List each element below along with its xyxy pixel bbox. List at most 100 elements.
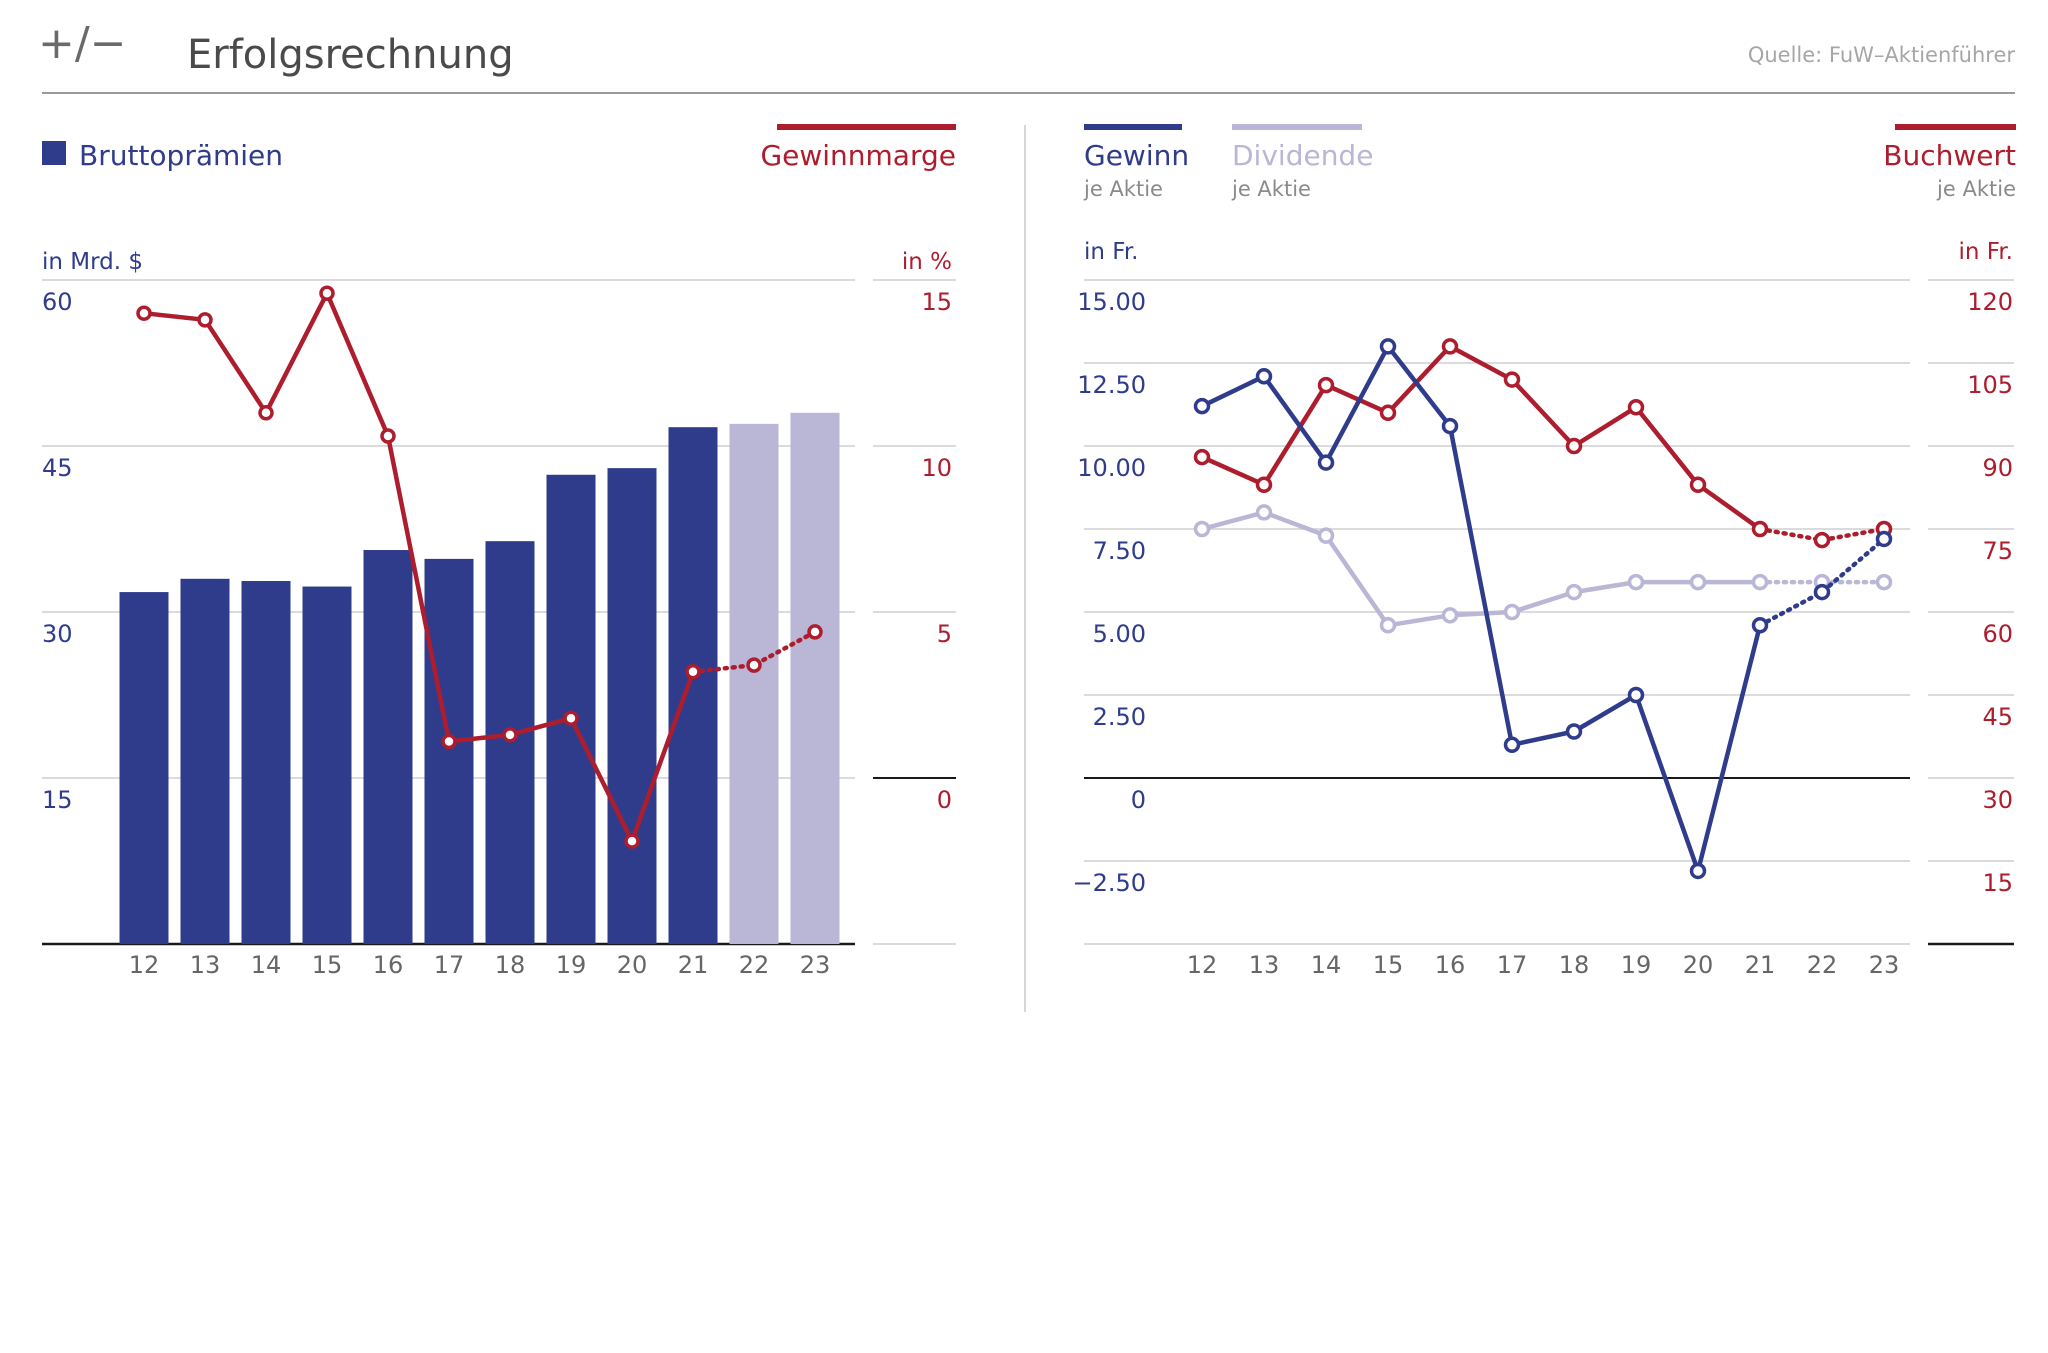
bar — [424, 558, 474, 944]
series-point — [1255, 504, 1273, 521]
series-point — [1193, 520, 1211, 538]
legend-gewinn-label: Gewinn — [1084, 139, 1189, 172]
margin-point — [624, 833, 640, 849]
left-axis-tick: 7.50 — [1093, 537, 1146, 565]
margin-point — [502, 727, 518, 743]
series-point — [1317, 454, 1335, 471]
x-tick-label: 23 — [1869, 951, 1900, 979]
legend-line-swatch — [777, 124, 956, 130]
x-tick-label: 12 — [1187, 951, 1218, 979]
bar — [668, 427, 718, 945]
series-point — [1689, 862, 1707, 880]
series-point — [1627, 573, 1645, 591]
bar-series — [119, 412, 840, 945]
margin-point — [136, 305, 152, 321]
series-point — [1627, 686, 1645, 704]
series-point — [1193, 397, 1211, 415]
legend-gewinn-swatch — [1084, 124, 1182, 130]
series-line — [1201, 344, 1763, 874]
x-tick-label: 16 — [373, 951, 404, 979]
margin-point — [258, 405, 274, 421]
left-axis-tick: 10.00 — [1077, 454, 1146, 482]
series-point — [1441, 417, 1459, 435]
series-point — [1193, 448, 1211, 466]
series-point — [1751, 573, 1769, 591]
right-axis-tick: 5 — [937, 620, 952, 648]
x-tick-label: 19 — [1621, 951, 1652, 979]
x-tick-label: 14 — [251, 951, 282, 979]
left-axis-tick: 12.50 — [1077, 371, 1146, 399]
left-axis-tick: 30 — [42, 620, 73, 648]
left-axis-tick: 2.50 — [1093, 703, 1146, 731]
source-note: Quelle: FuW–Aktienführer — [1748, 43, 2016, 67]
series-point — [1689, 476, 1707, 493]
margin-point — [563, 710, 579, 726]
margin-point — [807, 624, 823, 640]
series-point — [1565, 437, 1583, 455]
series-point — [1751, 617, 1769, 634]
margin-line — [143, 291, 696, 844]
series-point — [1813, 583, 1831, 601]
logo: +/− — [38, 18, 127, 69]
margin-point — [319, 285, 335, 302]
bar — [302, 586, 352, 944]
right-tick-labels: 15.00 12.50 10.00 7.50 5.00 2.50 0 −2.50 120 105 9… — [1072, 288, 2013, 897]
right-chart-left-unit: in Fr. — [1084, 239, 1139, 265]
right-axis-tick: 120 — [1967, 288, 2013, 316]
legend-buchwert-label: Buchwert — [1883, 139, 2016, 172]
bar — [790, 412, 840, 944]
series-point — [1751, 520, 1769, 538]
margin-line-series — [136, 285, 823, 849]
left-axis-tick: 0 — [1131, 786, 1146, 814]
series-point — [1379, 617, 1397, 634]
x-tick-label: 18 — [1559, 951, 1590, 979]
right-axis-tick: 90 — [1982, 454, 2013, 482]
series-point — [1565, 723, 1583, 740]
legend-buchwert-swatch — [1895, 124, 2016, 130]
series-point — [1627, 399, 1645, 416]
series-point — [1441, 607, 1459, 624]
x-tick-label: 20 — [1683, 951, 1714, 979]
bar — [241, 581, 291, 944]
series-point — [1317, 527, 1335, 544]
x-tick-label: 21 — [1745, 951, 1776, 979]
margin-line-estimate — [690, 629, 818, 675]
legend-dividende-label: Dividende — [1232, 139, 1373, 172]
left-axis-unit: in Mrd. $ — [42, 249, 143, 275]
x-tick-label: 14 — [1311, 951, 1342, 979]
left-axis-tick: 15.00 — [1077, 288, 1146, 316]
right-line-series — [1193, 338, 1893, 880]
bar — [607, 468, 657, 944]
right-axis-tick: 45 — [1982, 703, 2013, 731]
x-tick-label: 21 — [678, 951, 709, 979]
right-chart-right-unit: in Fr. — [1959, 239, 2014, 265]
margin-point — [685, 664, 701, 680]
series-point — [1503, 736, 1521, 754]
x-tick-label: 13 — [190, 951, 221, 979]
x-tick-label: 16 — [1435, 951, 1466, 979]
left-axis-tick: 15 — [42, 786, 73, 814]
series-point — [1255, 476, 1273, 493]
margin-point — [380, 428, 396, 444]
legend-gewinn-sub: je Aktie — [1083, 177, 1163, 201]
series-point — [1875, 530, 1893, 548]
bar — [180, 578, 230, 944]
left-chart: Bruttoprämien Gewinnmarge in Mrd. $ in %… — [42, 124, 956, 979]
right-axis-tick: 105 — [1967, 371, 2013, 399]
series-point — [1255, 368, 1273, 385]
legend-bars-label: Bruttoprämien — [79, 139, 283, 172]
bar — [546, 474, 596, 944]
right-axis-tick: 60 — [1982, 620, 2013, 648]
right-axis-tick: 15 — [1982, 869, 2013, 897]
page-title: Erfolgsrechnung — [187, 32, 514, 78]
x-tick-label: 15 — [312, 951, 343, 979]
series-point — [1689, 573, 1707, 591]
right-axis-tick: 0 — [937, 786, 952, 814]
right-axis-tick: 10 — [921, 454, 952, 482]
margin-point — [746, 657, 762, 673]
right-grid — [1084, 279, 2014, 946]
bar — [729, 423, 779, 944]
x-tick-label: 22 — [739, 951, 770, 979]
margin-point — [441, 733, 457, 750]
x-tick-label: 19 — [556, 951, 587, 979]
